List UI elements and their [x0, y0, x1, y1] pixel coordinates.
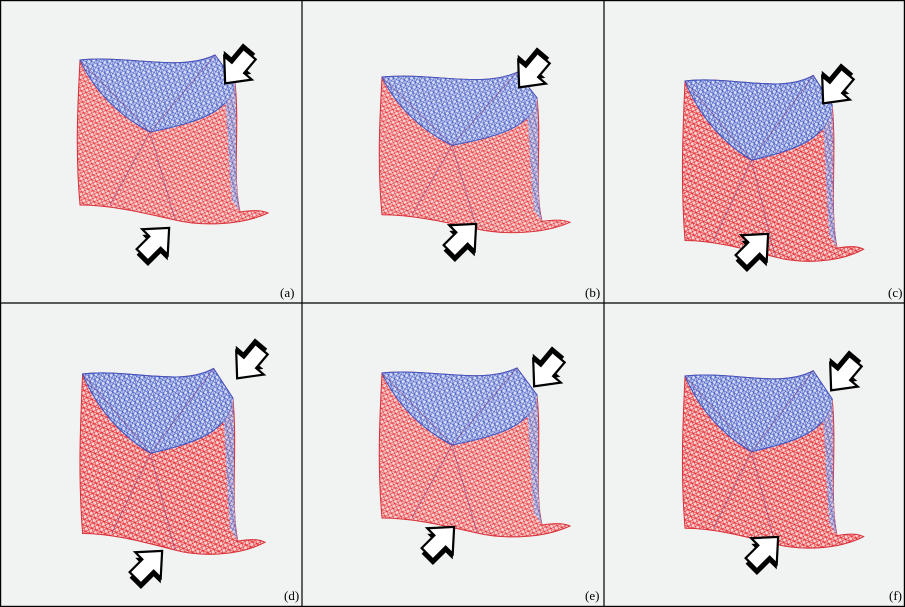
panel-label: (c)	[888, 285, 902, 300]
figure: (a) (b) (c) (d) (e) (f)	[0, 0, 905, 607]
panel-label: (f)	[889, 588, 902, 603]
page: (a) (b) (c) (d) (e) (f) (() => { const d…	[0, 0, 905, 607]
panel-label: (e)	[585, 588, 599, 603]
panel-label: (a)	[280, 285, 294, 300]
panel-label: (d)	[284, 588, 299, 603]
panel-label: (b)	[585, 285, 600, 300]
